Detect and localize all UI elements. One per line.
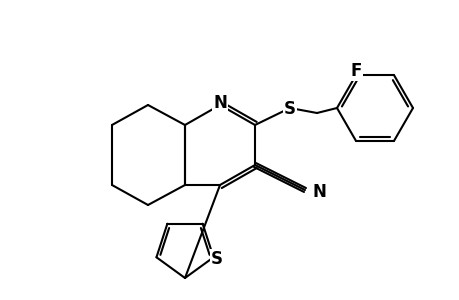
Text: F: F — [350, 62, 361, 80]
Text: N: N — [312, 183, 326, 201]
Text: S: S — [210, 250, 222, 268]
Text: S: S — [283, 100, 295, 118]
Text: N: N — [213, 94, 226, 112]
